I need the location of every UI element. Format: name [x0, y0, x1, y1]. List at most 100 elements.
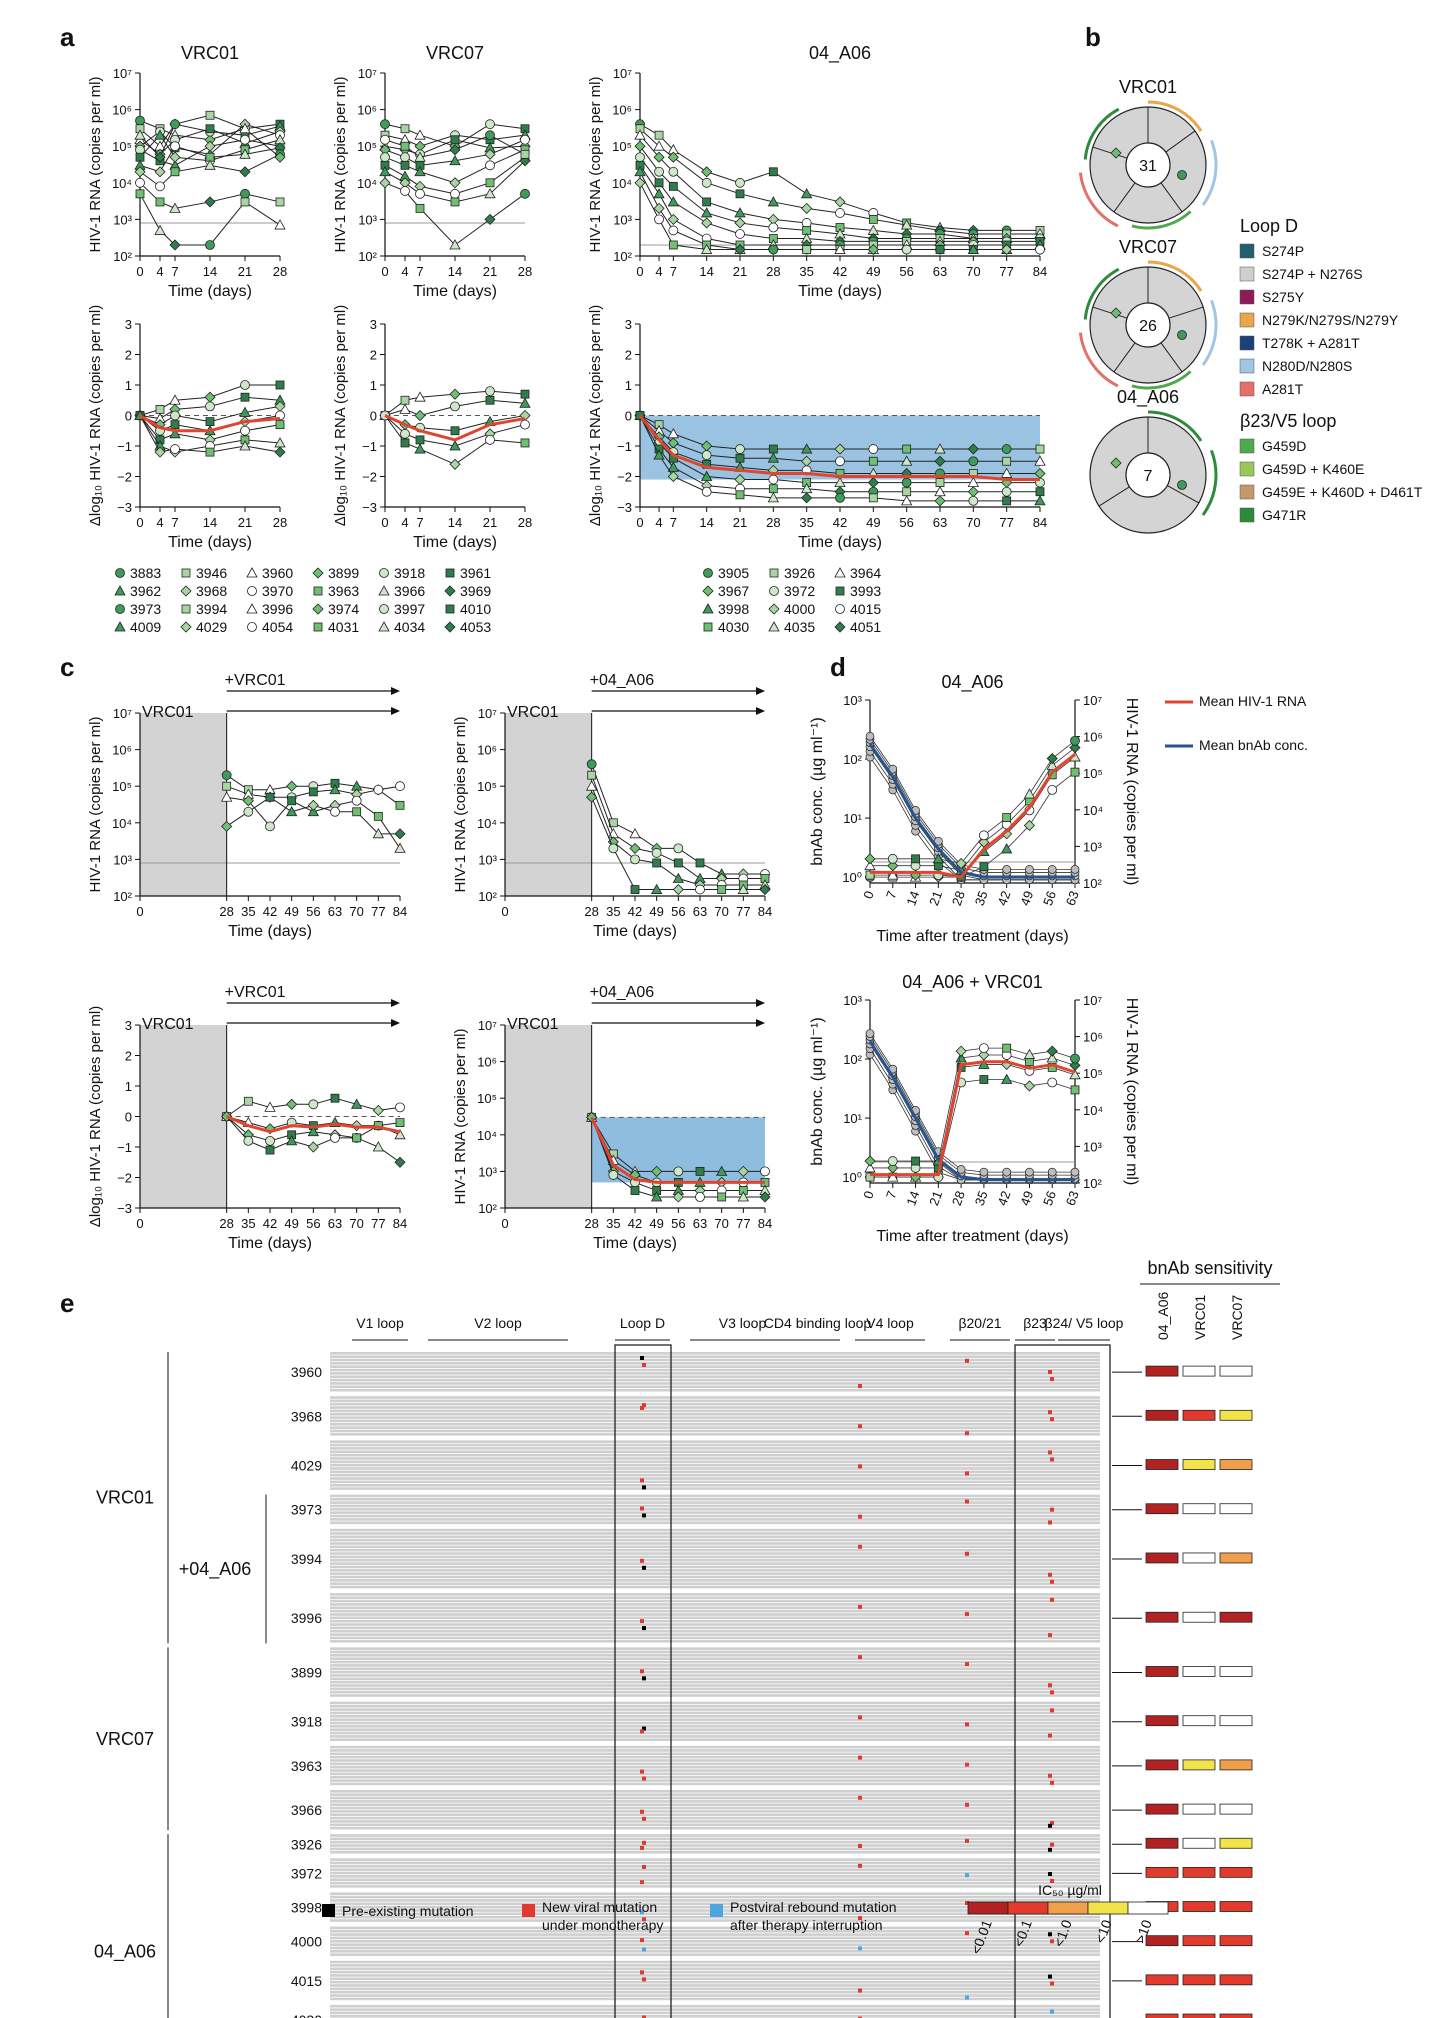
legend-loop-d-item: T278K + A281T	[1262, 335, 1360, 351]
series-line	[139, 396, 281, 420]
data-point	[1002, 496, 1012, 506]
data-point	[264, 1101, 276, 1112]
y-tick-label: 10⁰	[842, 870, 862, 885]
ic50-label: <10	[1092, 1917, 1115, 1945]
mutation-ring-arc	[1147, 410, 1203, 442]
alignment-row	[330, 1572, 1100, 1575]
data-point	[485, 434, 495, 445]
alignment-row	[330, 1885, 1100, 1888]
arrow-head	[391, 1019, 400, 1027]
sensitivity-cell	[1182, 1837, 1216, 1849]
data-point	[204, 140, 216, 152]
hiv-point	[864, 859, 876, 871]
data-point	[586, 759, 597, 770]
sensitivity-title: bnAb sensitivity	[1147, 1258, 1272, 1278]
donut-divider	[1098, 486, 1130, 507]
region-label: CD4 binding loop	[764, 1315, 872, 1331]
sensitivity-cell	[1219, 1409, 1253, 1421]
legend-id: 4009	[130, 619, 161, 635]
x-tick-label: 42	[994, 1189, 1013, 1208]
mutation-mark	[640, 1406, 644, 1410]
alignment-row	[330, 1362, 1100, 1365]
hiv-point	[1047, 784, 1058, 795]
alignment-row	[330, 1769, 1100, 1772]
x-tick-label: 21	[483, 515, 497, 530]
sensitivity-cell	[1219, 2013, 1253, 2018]
y-tick-label: 10⁷	[358, 66, 377, 81]
bnab-trace	[869, 1036, 1075, 1176]
data-point	[449, 177, 461, 189]
y-tick-label: 10⁷	[113, 706, 132, 721]
y-axis-label: bnAb conc. (µg ml⁻¹)	[809, 1017, 826, 1165]
x-tick-label: 35	[799, 515, 813, 530]
x-tick-label: 0	[136, 264, 143, 279]
y-axis-label: HIV-1 RNA (copies per ml)	[87, 717, 104, 893]
mutation-mark	[965, 1499, 969, 1504]
x-tick-label: 49	[284, 1216, 298, 1231]
y-tick-label: 10⁷	[478, 706, 497, 721]
mutation-mark	[642, 1865, 646, 1869]
alignment-row	[330, 1412, 1100, 1416]
data-point	[768, 474, 779, 485]
legend-swatch	[1239, 358, 1255, 374]
data-point	[800, 187, 813, 199]
hiv-point	[955, 1045, 967, 1057]
x-tick-label: 84	[1033, 515, 1047, 530]
region-label: V4 loop	[866, 1315, 914, 1331]
sample-id: 3998	[291, 1900, 322, 1916]
legend-id: 3968	[196, 583, 227, 599]
hiv-point	[1023, 1080, 1036, 1092]
data-point	[380, 119, 390, 130]
legend-marker	[444, 621, 456, 633]
y-tick-label: 10³	[843, 693, 862, 708]
y-tick-label: 10⁵	[112, 139, 132, 154]
data-point	[135, 189, 145, 199]
data-point	[350, 1098, 363, 1109]
legend-id: 3966	[394, 583, 425, 599]
sensitivity-cell	[1145, 1974, 1179, 1986]
x-axis-label: Time after treatment (days)	[876, 1228, 1068, 1245]
y-tick-label: 0	[125, 409, 132, 424]
data-point	[170, 410, 180, 421]
x-axis-label: Time (days)	[798, 283, 882, 300]
data-point	[608, 843, 619, 854]
ic50-label: >10	[1132, 1917, 1155, 1945]
x-tick-label: 63	[1063, 889, 1082, 908]
legend-swatch	[1239, 381, 1255, 397]
chart-d2: 10⁰ 10¹ 10² 10³ 10² 10³ 10⁴ 10⁵ 10⁶ 10⁷ 0 7 14 21 28 35…	[809, 972, 1140, 1245]
y-tick-label: 0	[370, 409, 377, 424]
y-tick-label: 10²	[358, 249, 377, 264]
legend-id: 3905	[718, 565, 749, 581]
sensitivity-col: VRC01	[1192, 1295, 1208, 1340]
data-point	[154, 129, 166, 140]
sensitivity-cell	[1219, 1552, 1253, 1564]
series-line	[639, 165, 1040, 246]
data-point	[735, 444, 745, 454]
alignment-row	[330, 1636, 1100, 1640]
x-tick-label: 4	[655, 515, 662, 530]
x-tick-label: 4	[156, 515, 163, 530]
mutation-mark	[642, 2015, 646, 2018]
y-tick-label-right: 10²	[1083, 876, 1102, 891]
legend-marker	[769, 568, 779, 578]
alignment-row	[330, 1657, 1100, 1660]
alignment-row	[330, 2008, 1100, 2011]
legend-marker	[312, 603, 324, 615]
alignment-row	[330, 1629, 1100, 1633]
x-tick-label: 21	[483, 264, 497, 279]
mean-line	[139, 414, 281, 433]
legend-marker	[445, 604, 455, 614]
series-line	[139, 128, 281, 155]
alignment-row	[330, 1532, 1100, 1535]
y-tick-label: −2	[117, 470, 132, 485]
mutation-mark	[858, 1514, 862, 1519]
data-point	[834, 196, 846, 208]
data-point	[134, 129, 146, 140]
alignment-row	[330, 1790, 1100, 1793]
x-tick-label: 28	[766, 264, 780, 279]
alignment-row	[330, 1759, 1100, 1762]
legend-id: 4030	[718, 619, 749, 635]
mutation-ring-arc	[1201, 139, 1218, 206]
data-point	[154, 224, 166, 235]
x-tick-label: 42	[994, 889, 1013, 908]
